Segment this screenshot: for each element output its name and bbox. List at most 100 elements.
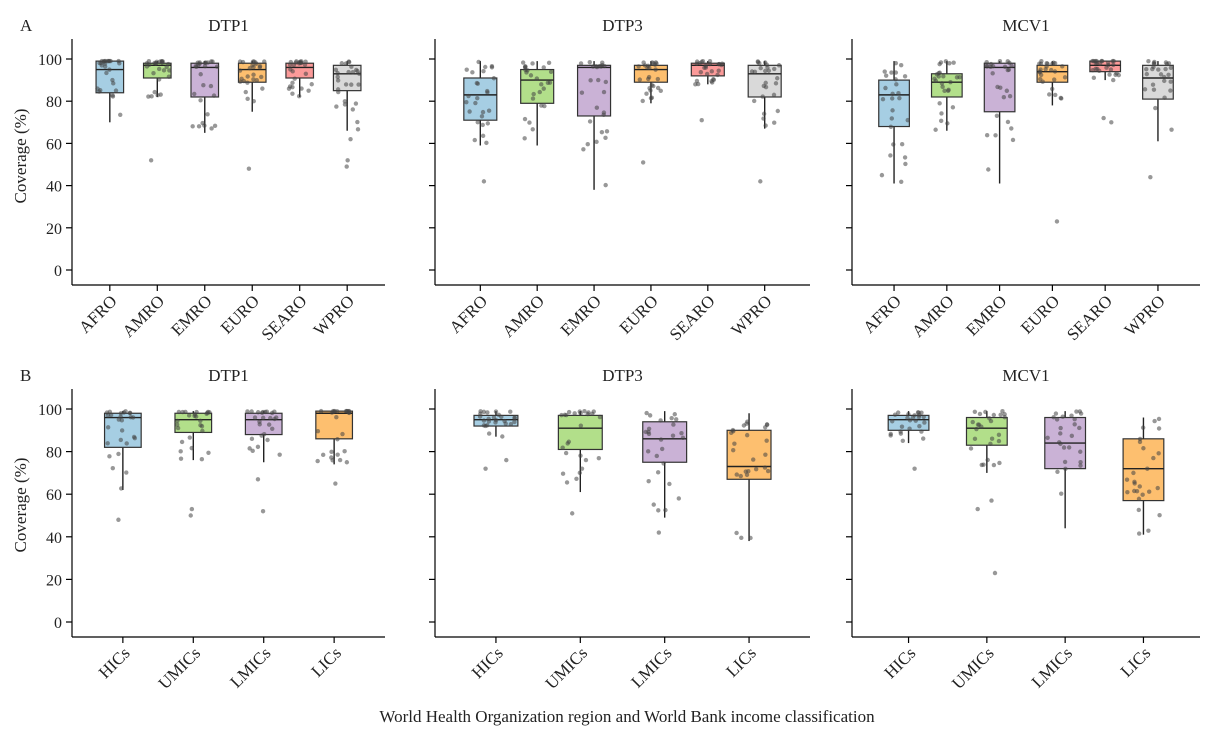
outlier-point [483, 466, 488, 471]
data-point [1158, 72, 1164, 77]
data-point [731, 447, 736, 453]
data-point [1038, 76, 1043, 82]
data-point [265, 437, 270, 443]
data-point [350, 107, 356, 112]
data-point [1072, 416, 1077, 422]
data-point [772, 66, 777, 72]
data-point [647, 413, 653, 418]
data-point [253, 60, 258, 65]
data-point [151, 70, 156, 76]
data-point [250, 448, 255, 454]
data-point [1004, 88, 1010, 93]
outlier-point [699, 117, 704, 123]
data-point [903, 161, 908, 167]
data-point [655, 85, 661, 91]
data-point [671, 422, 676, 427]
data-point [539, 82, 544, 87]
data-point [1146, 489, 1152, 494]
data-point [270, 426, 275, 431]
x-tick-label: EMRO [962, 291, 1010, 339]
data-point [493, 420, 498, 425]
data-point [1002, 64, 1008, 69]
data-point [601, 89, 607, 95]
data-point [522, 116, 528, 122]
data-point [993, 133, 998, 138]
data-point [1093, 66, 1098, 71]
y-tick-label: 80 [46, 94, 62, 111]
data-point [728, 430, 734, 436]
outlier-point [1109, 120, 1114, 125]
data-point [205, 410, 210, 416]
panel-label: A [20, 16, 33, 35]
data-point [948, 79, 953, 85]
data-point [649, 82, 655, 88]
x-tick-label: LMICs [627, 643, 675, 691]
data-point [559, 412, 564, 418]
data-point [251, 72, 256, 77]
data-point [902, 155, 908, 160]
data-point [988, 64, 993, 69]
data-point [655, 470, 661, 475]
y-tick-label: 0 [54, 263, 62, 280]
data-point [1078, 459, 1083, 465]
data-point [174, 422, 180, 427]
x-tick-label: SEARO [1063, 291, 1116, 344]
data-point [898, 431, 904, 436]
data-point [1002, 412, 1007, 417]
data-point [893, 60, 898, 66]
data-point [994, 113, 1000, 118]
data-point [893, 70, 899, 75]
data-point [1000, 408, 1005, 414]
data-point [1156, 426, 1162, 431]
data-point [1090, 58, 1095, 64]
data-point [1168, 65, 1174, 71]
data-point [917, 423, 922, 429]
data-point [891, 142, 896, 147]
data-point [667, 481, 672, 487]
data-point [913, 418, 918, 423]
data-point [309, 82, 314, 87]
data-point [1078, 463, 1083, 468]
data-point [1168, 88, 1173, 93]
data-point [288, 67, 293, 72]
panel-title: MCV1 [1002, 16, 1049, 35]
y-tick-label: 20 [46, 572, 62, 589]
x-tick-label: AMRO [119, 291, 169, 341]
data-point [566, 409, 572, 415]
y-tick-label: 100 [38, 402, 62, 419]
panel-title: MCV1 [1002, 366, 1049, 385]
data-point [921, 414, 926, 420]
data-point [910, 415, 916, 420]
data-point [105, 425, 111, 430]
data-point [763, 84, 769, 90]
x-tick-label: AFRO [75, 291, 121, 337]
data-point [539, 103, 544, 108]
data-point [646, 74, 652, 80]
data-point [198, 418, 203, 424]
data-point [1077, 409, 1083, 414]
data-point [892, 412, 898, 417]
data-point [897, 95, 902, 101]
y-tick-label: 100 [38, 52, 62, 69]
x-tick-label: EURO [616, 291, 662, 337]
y-tick-label: 40 [46, 530, 62, 547]
data-point [512, 419, 517, 425]
outlier-point [345, 158, 350, 163]
data-point [1134, 489, 1140, 494]
data-point [164, 64, 169, 70]
x-tick-label: LMICs [1028, 643, 1076, 691]
data-point [709, 69, 714, 74]
data-point [331, 409, 337, 414]
data-point [603, 79, 609, 85]
data-point [990, 71, 995, 76]
data-point [658, 437, 664, 442]
data-point [127, 410, 133, 416]
x-tick-label: LICs [1117, 643, 1154, 680]
data-point [1091, 75, 1097, 81]
data-point [749, 69, 755, 74]
data-point [1137, 436, 1143, 442]
data-point [1058, 425, 1063, 431]
data-point [879, 172, 885, 178]
data-point [941, 74, 946, 79]
data-point [596, 455, 602, 461]
